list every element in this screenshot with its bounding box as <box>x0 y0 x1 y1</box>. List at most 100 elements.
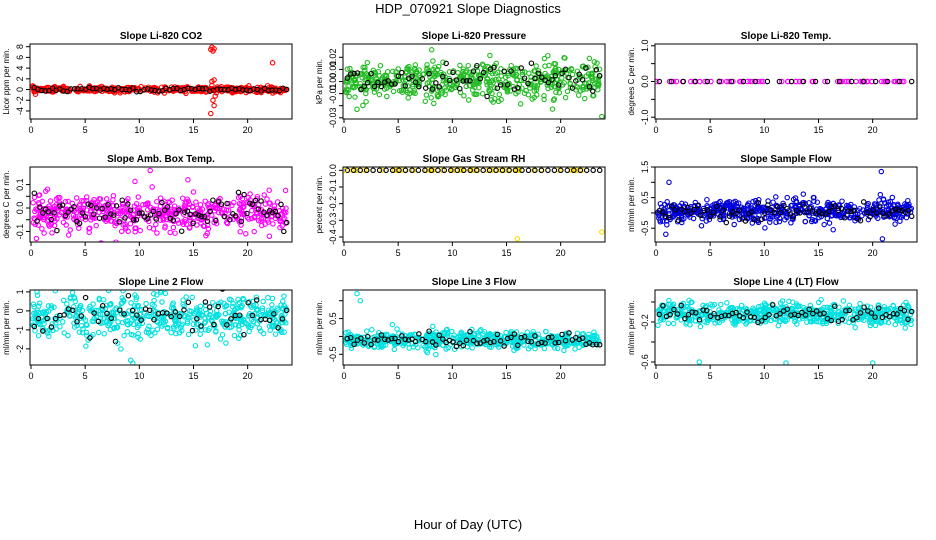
primary-point <box>477 75 484 82</box>
background-point <box>101 331 107 337</box>
outlier-point <box>878 168 885 175</box>
background-point <box>511 333 518 340</box>
x-tick-label: 10 <box>134 248 144 258</box>
primary-point <box>672 207 678 213</box>
primary-point <box>656 78 663 85</box>
background-point <box>222 210 228 216</box>
background-point <box>511 347 517 354</box>
primary-point <box>497 82 504 88</box>
background-point <box>664 199 670 205</box>
background-point <box>758 204 764 211</box>
background-point <box>180 297 186 303</box>
background-point <box>266 200 272 206</box>
y-tick-label: 0.01 <box>328 61 338 79</box>
primary-point <box>74 319 80 325</box>
background-point <box>238 222 244 228</box>
y-tick-label: 0.02 <box>328 49 338 67</box>
chart-panel-4: Slope Amb. Box Temp.degrees C per min.0 5… <box>2 154 293 258</box>
background-point <box>248 207 255 214</box>
background-point <box>46 223 53 229</box>
background-point <box>820 320 826 327</box>
background-point <box>274 199 281 205</box>
background-point <box>107 326 114 333</box>
x-tick-label: 15 <box>188 125 198 135</box>
y-tick-label: -1 <box>15 326 25 334</box>
primary-point <box>79 210 86 216</box>
primary-point <box>519 167 525 174</box>
primary-point <box>265 87 272 93</box>
plot-frame <box>654 166 918 243</box>
primary-point <box>412 79 419 85</box>
background-point <box>114 324 120 331</box>
background-point <box>457 62 463 69</box>
background-point <box>218 209 225 216</box>
background-point <box>875 303 881 309</box>
background-point <box>369 326 375 333</box>
background-point <box>165 199 172 205</box>
primary-point <box>691 206 698 213</box>
primary-point <box>108 211 114 217</box>
background-point <box>718 78 724 85</box>
primary-point <box>133 88 140 95</box>
primary-point <box>375 79 381 86</box>
primary-point <box>235 189 242 196</box>
background-point <box>844 202 850 209</box>
primary-point <box>90 86 96 92</box>
background-point <box>457 337 463 343</box>
x-tick-label: 10 <box>134 371 144 381</box>
background-point <box>404 66 411 72</box>
background-point <box>34 292 41 299</box>
background-point <box>394 326 400 332</box>
primary-point <box>886 313 893 320</box>
background-point <box>665 307 671 314</box>
background-point <box>117 208 124 214</box>
background-point <box>475 332 482 339</box>
background-point <box>124 321 131 328</box>
background-point <box>404 69 410 75</box>
background-point <box>162 290 169 297</box>
background-point <box>52 290 59 294</box>
primary-point <box>185 85 191 92</box>
background-point <box>583 80 589 87</box>
primary-point <box>473 167 480 174</box>
background-point <box>410 89 417 96</box>
background-point <box>690 215 697 222</box>
background-point <box>67 227 73 233</box>
primary-point <box>711 310 717 317</box>
background-point <box>149 184 155 190</box>
primary-point <box>119 197 125 203</box>
primary-point <box>545 334 552 341</box>
primary-point <box>535 70 542 76</box>
primary-point <box>147 307 153 314</box>
primary-point <box>710 209 717 216</box>
background-point <box>363 328 370 334</box>
primary-point <box>60 88 67 94</box>
y-axis-label: ml/min per min. <box>627 177 636 232</box>
background-point <box>36 192 42 198</box>
primary-point <box>576 71 582 78</box>
y-tick-label: -2 <box>15 345 25 353</box>
background-point <box>426 79 432 85</box>
background-point <box>479 90 486 97</box>
primary-point <box>809 208 816 214</box>
primary-point <box>875 305 882 311</box>
background-point <box>344 66 351 72</box>
primary-point <box>470 68 477 74</box>
x-tick-label: 5 <box>396 125 401 135</box>
background-point <box>171 203 178 209</box>
background-point <box>782 318 789 325</box>
background-point <box>207 325 213 331</box>
primary-point <box>283 307 290 314</box>
background-point <box>55 207 61 214</box>
primary-point <box>819 211 825 217</box>
primary-point <box>685 204 691 211</box>
y-tick-label: -0.1 <box>328 179 338 195</box>
primary-point <box>463 78 470 84</box>
background-point <box>424 349 431 356</box>
background-point <box>830 226 836 233</box>
primary-point <box>545 79 552 86</box>
background-point <box>758 78 764 85</box>
background-point <box>266 187 272 194</box>
background-point <box>498 73 504 79</box>
